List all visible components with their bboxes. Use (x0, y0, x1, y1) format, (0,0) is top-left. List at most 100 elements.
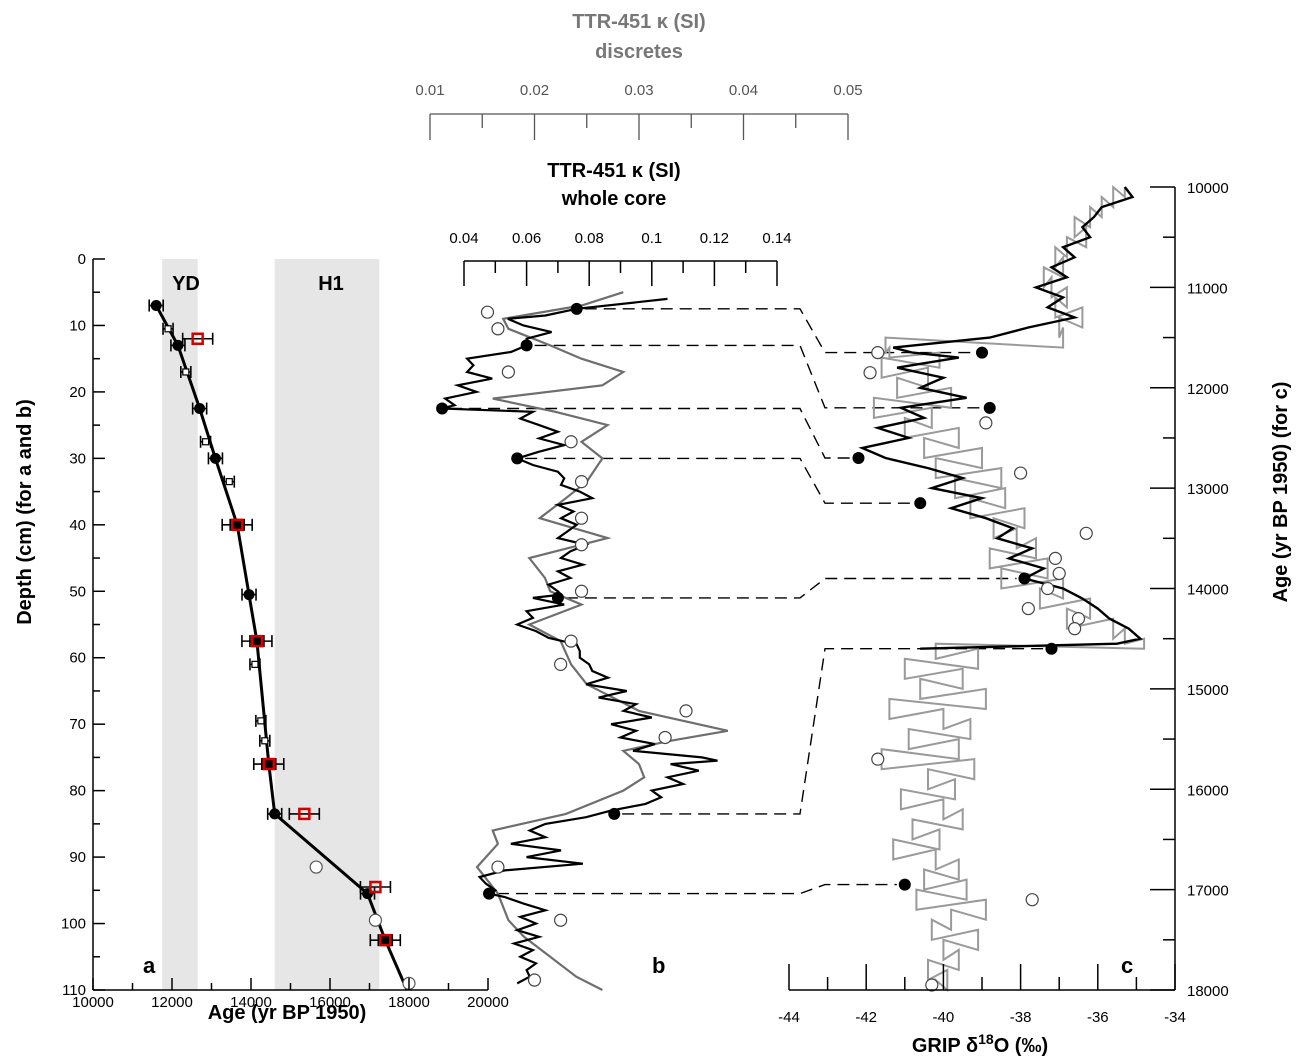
c-tie-point-0 (976, 346, 988, 359)
b-discretes-line (475, 291, 729, 991)
c-y-tick-label-15000: 15000 (1187, 682, 1229, 699)
b-discrete-circle-12 (491, 860, 505, 874)
a-y-tick-label-60: 60 (69, 650, 86, 667)
b-discrete-circle-10 (679, 704, 693, 718)
a-y-tick-label-100: 100 (61, 916, 86, 933)
a-y-tick-label-30: 30 (69, 450, 86, 467)
b-tie-point-2 (436, 402, 449, 415)
b-discrete-circle-14 (527, 973, 542, 987)
b-bottom-title-line2: whole core (561, 188, 666, 210)
a-y-tick-label-80: 80 (69, 783, 86, 800)
c-y-tick-label-16000: 16000 (1187, 782, 1229, 799)
c-y-axis-title: Age (yr BP 1950) (for c) (1270, 382, 1292, 603)
b-top-tick-label-1: 0.02 (520, 82, 549, 99)
a-black-dot-3 (209, 452, 221, 464)
c-x-tick-label-m34: -34 (1164, 1009, 1186, 1026)
a-y-axis-title: Depth (cm) (for a and b) (14, 399, 36, 625)
c-y-tick-label-12000: 12000 (1187, 381, 1229, 398)
a-y-tick-label-110: 110 (62, 982, 86, 999)
a-y-tick-label-70: 70 (69, 716, 86, 733)
b-top-title-line2: discretes (595, 41, 683, 63)
b-tie-point-4 (551, 591, 564, 604)
a-red-square-6 (379, 933, 392, 947)
band-label-yd: YD (172, 273, 200, 295)
a-y-tick-label-0: 0 (78, 251, 86, 268)
a-red-square-1 (230, 518, 244, 532)
c-tie-point-1 (983, 401, 996, 414)
c-tie-point-4 (1018, 572, 1031, 585)
c-x-axis-title-sup: 18 (978, 1031, 994, 1047)
tie-line-5 (622, 648, 1044, 815)
a-open-circle-0 (309, 860, 323, 874)
b-discrete-circle-8 (564, 634, 578, 648)
a-open-circle-1 (368, 913, 383, 927)
b-tie-point-0 (570, 302, 583, 315)
tie-line-3 (525, 457, 913, 504)
c-y-tick-label-14000: 14000 (1187, 582, 1229, 599)
c-open-circle-3 (1013, 466, 1028, 480)
a-red-square-3 (262, 757, 276, 771)
c-tie-point-5 (1045, 642, 1058, 655)
a-black-dot-5 (243, 589, 255, 601)
a-x-tick-label-20000: 20000 (467, 994, 509, 1011)
a-black-dot-8 (269, 808, 281, 820)
a-x-tick-label-10000: 10000 (72, 994, 114, 1011)
b-wc-tick-label-0: 0.04 (449, 230, 478, 247)
b-whole-core-line (441, 297, 718, 985)
c-open-circle-7 (1041, 581, 1055, 596)
c-x-axis-title-main: GRIP δ (912, 1035, 978, 1057)
c-open-circle-1 (863, 366, 877, 380)
b-discrete-circle-7 (574, 584, 589, 598)
b-discrete-circle-6 (574, 538, 589, 552)
a-open-marker-4 (251, 660, 259, 668)
a-open-marker-6 (261, 737, 269, 745)
a-red-square-0 (191, 332, 204, 345)
c-x-tick-label-m42: -42 (855, 1009, 877, 1026)
a-x-tick-label-16000: 16000 (309, 994, 351, 1011)
band-label-h1: H1 (318, 273, 344, 295)
a-open-marker-5 (257, 717, 265, 725)
b-discrete-circle-1 (491, 322, 505, 336)
band-h1 (274, 259, 380, 990)
c-tie-point-3 (914, 497, 927, 510)
b-discrete-circle-5 (574, 511, 589, 525)
b-wc-tick-label-1: 0.06 (512, 230, 541, 247)
a-black-dot-1 (172, 339, 184, 351)
b-tie-point-3 (511, 452, 524, 465)
a-y-tick-label-90: 90 (69, 849, 86, 866)
a-open-marker-2 (201, 438, 210, 446)
c-x-tick-label-m36: -36 (1087, 1009, 1109, 1026)
b-top-tick-label-4: 0.05 (833, 82, 862, 99)
c-open-circle-5 (1048, 551, 1062, 565)
a-x-tick-label-18000: 18000 (388, 994, 430, 1011)
c-tie-point-6 (898, 878, 911, 891)
a-y-tick-label-40: 40 (69, 517, 86, 534)
c-x-tick-label-m40: -40 (933, 1009, 955, 1026)
a-red-square-4 (298, 807, 311, 821)
b-bottom-title-line1: TTR-451 κ (SI) (547, 160, 680, 182)
c-open-circle-8 (1021, 601, 1035, 616)
c-x-axis-title-tail: O (‰) (994, 1035, 1048, 1057)
b-top-title-line1: TTR-451 κ (SI) (572, 11, 705, 33)
b-discrete-circle-4 (574, 475, 589, 489)
panel-label-b: b (652, 953, 665, 978)
c-open-circle-11 (871, 752, 885, 766)
a-red-square-5 (369, 880, 382, 894)
a-open-marker-0 (164, 325, 172, 333)
tie-line-layer (450, 308, 1044, 895)
c-grip-grey-line (872, 184, 1146, 993)
c-x-axis-title: GRIP δ18O (‰) (912, 1031, 1048, 1057)
a-red-square-2 (250, 634, 264, 648)
b-tie-point-1 (520, 339, 533, 352)
band-layer (162, 259, 380, 990)
b-top-tick-label-0: 0.01 (415, 82, 444, 99)
a-x-tick-label-14000: 14000 (230, 994, 272, 1011)
b-wc-tick-label-2: 0.08 (575, 230, 604, 247)
b-top-tick-label-3: 0.04 (729, 82, 758, 99)
b-discrete-circle-9 (554, 657, 568, 671)
a-y-tick-label-20: 20 (69, 384, 86, 401)
panel-label-a: a (143, 953, 156, 978)
c-y-tick-label-10000: 10000 (1187, 180, 1229, 197)
c-x-tick-label-m38: -38 (1010, 1009, 1032, 1026)
